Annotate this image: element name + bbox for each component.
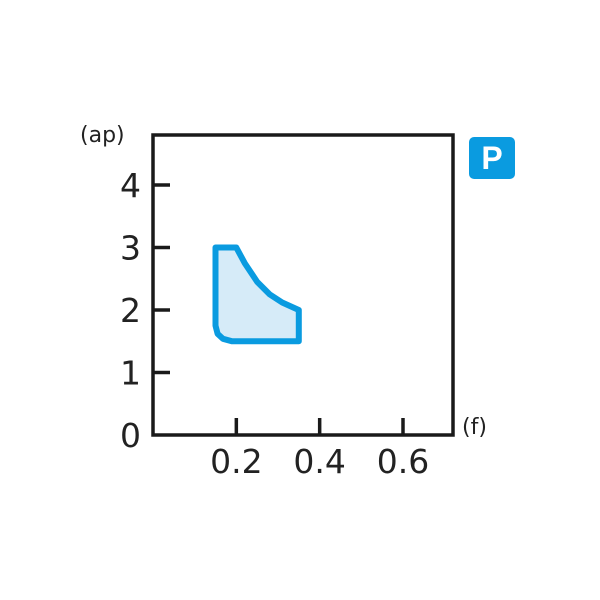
grade-badge: P bbox=[469, 137, 515, 179]
y-tick-label: 3 bbox=[120, 229, 141, 268]
y-tick-label: 1 bbox=[120, 354, 141, 393]
y-tick-label: 0 bbox=[120, 416, 141, 455]
x-tick-label: 0.4 bbox=[293, 442, 345, 481]
y-tick-label: 4 bbox=[120, 166, 141, 205]
y-tick-label: 2 bbox=[120, 291, 141, 330]
x-tick-label: 0.2 bbox=[210, 442, 262, 481]
x-tick-label: 0.6 bbox=[377, 442, 429, 481]
plot-frame bbox=[151, 133, 455, 437]
y-axis-label: (ap) bbox=[80, 123, 125, 148]
x-axis-label: (f) bbox=[462, 415, 487, 440]
chip-breaking-region bbox=[212, 244, 302, 345]
